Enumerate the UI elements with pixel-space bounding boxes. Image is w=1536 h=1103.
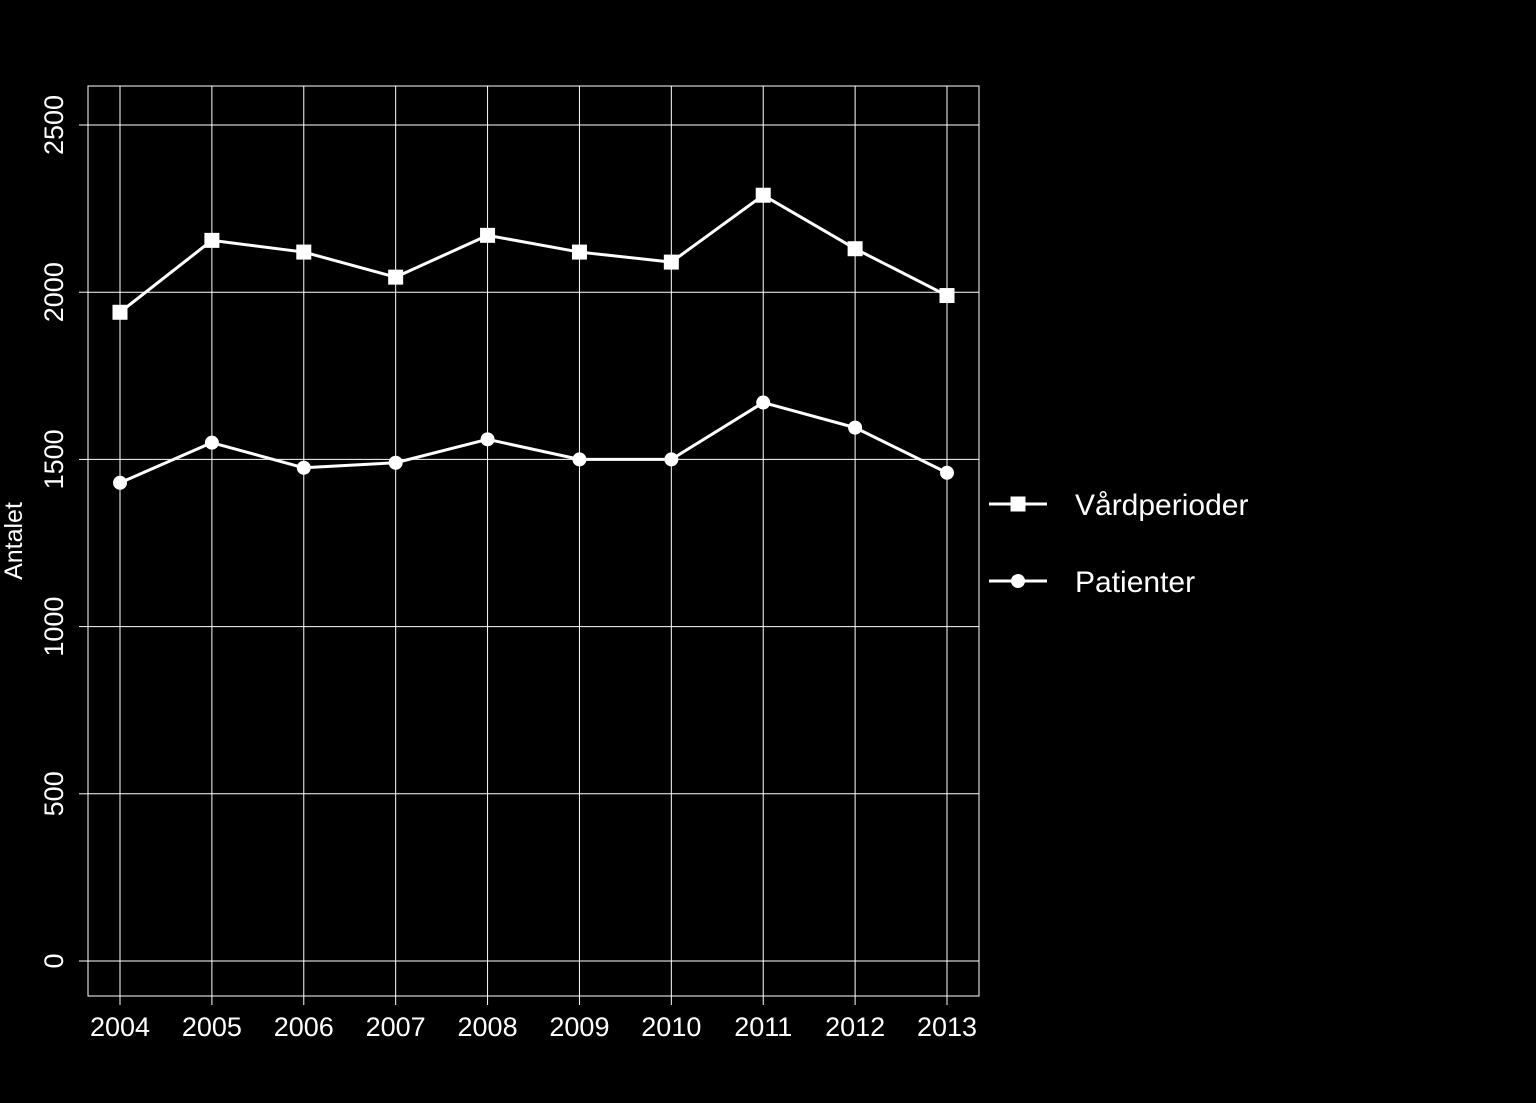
y-tick-label: 2000 bbox=[39, 262, 69, 322]
legend-marker-circle bbox=[1011, 574, 1025, 588]
data-point-circle bbox=[480, 432, 495, 447]
data-point-square bbox=[204, 232, 220, 248]
data-point-square bbox=[663, 254, 679, 270]
data-point-square bbox=[296, 244, 312, 260]
x-tick-label: 2013 bbox=[917, 1012, 977, 1042]
data-point-square bbox=[755, 187, 771, 203]
axis-layer: 2004 2005 2006 2007 2008 2009 2010 2011 2012 2013… bbox=[39, 95, 977, 1042]
data-point-circle bbox=[388, 455, 403, 470]
y-tick-label: 0 bbox=[39, 953, 69, 968]
legend-item: Patienter bbox=[989, 566, 1195, 599]
data-point-square bbox=[388, 269, 404, 285]
data-point-circle bbox=[204, 435, 219, 450]
y-tick-label: 500 bbox=[39, 771, 69, 816]
legend: Vårdperioder Patienter bbox=[989, 489, 1248, 599]
x-tick-label: 2008 bbox=[458, 1012, 518, 1042]
y-axis-title: Antalet bbox=[0, 502, 28, 580]
x-tick-label: 2004 bbox=[90, 1012, 150, 1042]
x-tick-label: 2011 bbox=[734, 1012, 792, 1042]
legend-label: Patienter bbox=[1075, 566, 1195, 599]
data-point-circle bbox=[572, 452, 587, 467]
data-point-circle bbox=[756, 395, 771, 410]
y-tick-label: 2500 bbox=[39, 95, 69, 155]
y-tick-label: 1000 bbox=[39, 597, 69, 657]
data-point-circle bbox=[113, 475, 127, 490]
plot-frame bbox=[87, 85, 980, 997]
y-tick-label: 1500 bbox=[39, 429, 69, 489]
data-point-circle bbox=[664, 452, 679, 467]
data-point-square bbox=[847, 241, 863, 257]
series-line bbox=[119, 193, 948, 314]
legend-label: Vårdperioder bbox=[1075, 489, 1248, 522]
x-tick-label: 2012 bbox=[825, 1012, 885, 1042]
x-tick-label: 2009 bbox=[549, 1012, 609, 1042]
legend-item: Vårdperioder bbox=[989, 489, 1248, 522]
series-line bbox=[119, 401, 948, 485]
data-point-square bbox=[112, 304, 128, 320]
x-tick-label: 2010 bbox=[641, 1012, 701, 1042]
x-tick-label: 2005 bbox=[182, 1012, 242, 1042]
data-point-circle bbox=[848, 420, 863, 435]
data-point-circle bbox=[296, 460, 311, 475]
x-tick-label: 2007 bbox=[366, 1012, 426, 1042]
series-square bbox=[112, 187, 955, 320]
x-tick-label: 2006 bbox=[274, 1012, 334, 1042]
series-layer bbox=[112, 187, 955, 490]
data-point-square bbox=[480, 227, 496, 243]
data-point-square bbox=[939, 288, 955, 304]
series-circle bbox=[113, 395, 954, 490]
data-point-square bbox=[571, 244, 587, 260]
data-point-circle bbox=[940, 465, 954, 480]
legend-marker-square bbox=[1010, 496, 1026, 512]
